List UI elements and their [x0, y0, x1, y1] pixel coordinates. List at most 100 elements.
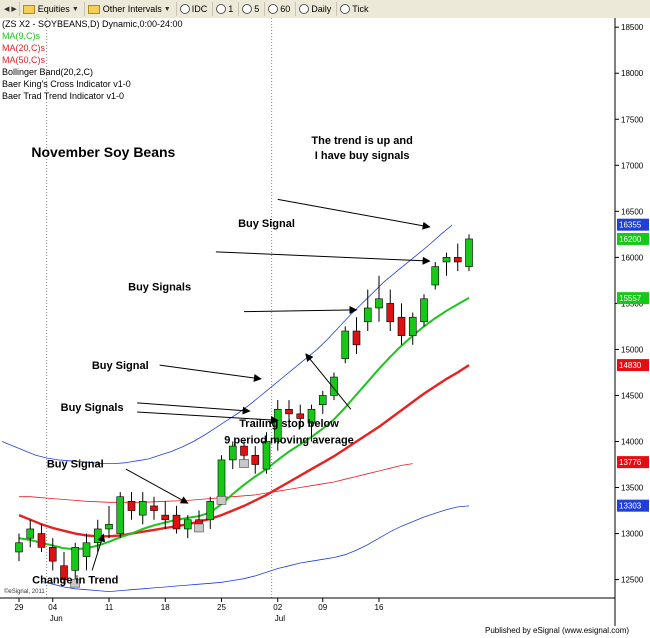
y-tick-label: 17500 [621, 115, 644, 124]
annotation-text: 9 period moving average [224, 434, 354, 446]
month-label: Jul [275, 614, 285, 623]
annotations-layer: November Soy Beans The trend is up and I h… [31, 135, 412, 586]
chevron-down-icon: ▼ [71, 5, 79, 13]
signal-marker [239, 459, 249, 468]
annotation-text: The trend is up and [311, 135, 412, 147]
legend-kings-cross: Baer King's Cross Indicator v1-0 [2, 79, 131, 89]
candle-body [105, 524, 113, 530]
signal-arrow [277, 198, 431, 230]
candle-body [420, 298, 428, 323]
annotation-text: Buy Signals [128, 282, 191, 294]
toolbar: ◀ ▶ Equities ▼ Other Intervals ▼ IDC 1 5 … [0, 0, 650, 19]
candle-body [352, 330, 361, 346]
candle-body [408, 316, 417, 336]
annotation-text: Buy Signal [92, 360, 149, 372]
candle-body [15, 542, 23, 553]
signal-arrow [91, 533, 106, 571]
annotation-text: November Soy Beans [31, 144, 175, 160]
price-tag [617, 359, 649, 372]
candle-body [183, 519, 192, 530]
candle-body [161, 514, 170, 521]
folder-icon [22, 4, 35, 14]
idc-button[interactable]: IDC [175, 2, 211, 16]
interval-daily-button[interactable]: Daily [295, 2, 334, 16]
idc-label: IDC [191, 4, 208, 14]
x-tick-label: 04 [48, 603, 57, 612]
chevron-down-icon: ▼ [163, 5, 171, 13]
annotation-text: Buy Signal [47, 458, 104, 470]
signal-marker [70, 578, 81, 588]
radio-icon [242, 4, 253, 14]
signal-arrow [215, 251, 431, 265]
bollinger-layer [1, 224, 470, 593]
y-tick-label: 14000 [621, 437, 644, 446]
candle-body [206, 501, 215, 521]
price-tag [617, 292, 649, 305]
price-tag-label: 14830 [619, 361, 642, 370]
grid-layer [46, 18, 273, 598]
other-intervals-button[interactable]: Other Intervals ▼ [83, 2, 174, 16]
x-tick-label: 18 [161, 603, 170, 612]
price-tag [617, 232, 649, 245]
footer-credit: Published by eSignal (www.esignal.com) [485, 626, 630, 635]
candle-body [285, 408, 293, 415]
price-tag-label: 15557 [619, 294, 642, 303]
price-tag [617, 456, 649, 469]
radio-icon [216, 4, 227, 14]
candle-body [453, 257, 462, 263]
y-tick-label: 18500 [621, 23, 644, 32]
price-tag-label: 16200 [619, 235, 642, 244]
radio-icon [340, 4, 351, 14]
y-tick-label: 17000 [621, 161, 644, 170]
candle-body [71, 547, 80, 571]
price-axis: 1250013000135001400014500150001550016000… [614, 18, 649, 626]
signal-marker [216, 496, 227, 505]
interval-tick-label: Tick [352, 4, 369, 14]
legend-trad-trend: Baer Trad Trend Indicator v1-0 [2, 91, 124, 101]
y-tick-label: 15000 [621, 345, 644, 354]
interval-daily-label: Daily [311, 4, 332, 14]
signal-arrow [125, 468, 189, 504]
candle-body [375, 298, 383, 309]
candle-body [150, 505, 158, 511]
interval-5-button[interactable]: 5 [238, 2, 262, 16]
signal-arrow [305, 353, 352, 410]
toolbar-scroll-icon[interactable]: ◀ ▶ [4, 6, 17, 13]
other-intervals-label: Other Intervals [102, 4, 162, 14]
annotation-text: Change in Trend [32, 574, 118, 586]
candle-body [228, 445, 237, 461]
y-tick-label: 16000 [621, 253, 644, 262]
candle-body [26, 528, 35, 539]
signal-marker [194, 523, 204, 533]
candle-body [397, 316, 406, 336]
candle-body [127, 501, 136, 511]
candle-body [442, 257, 451, 263]
candle-body [431, 266, 440, 286]
price-chart[interactable]: November Soy Beans The trend is up and I h… [0, 18, 650, 626]
legend-ma20: MA(20,C)s [2, 43, 46, 53]
price-tag-label: 13303 [619, 502, 642, 511]
annotation-text: Trailing stop below [239, 418, 339, 430]
interval-60-label: 60 [280, 4, 291, 14]
interval-1-button[interactable]: 1 [212, 2, 236, 16]
candle-body [37, 533, 46, 548]
annotation-text: Buy Signal [238, 218, 295, 230]
candle-body [330, 376, 338, 396]
candle-body [251, 455, 260, 465]
radio-icon [268, 4, 279, 14]
interval-60-button[interactable]: 60 [264, 2, 293, 16]
candle-body [93, 528, 102, 544]
candle-body [172, 514, 181, 530]
bollinger-upper-line [1, 224, 453, 465]
copyright: ©eSignal, 2011 [4, 588, 45, 595]
equities-button[interactable]: Equities ▼ [18, 2, 82, 16]
candle-body [82, 542, 91, 557]
interval-1-label: 1 [228, 4, 234, 14]
y-tick-label: 18000 [621, 69, 644, 78]
interval-5-label: 5 [254, 4, 260, 14]
price-tag [617, 499, 649, 512]
legend-bollinger: Bollinger Band(20,2,C) [2, 67, 93, 77]
annotation-text: I have buy signals [315, 150, 410, 162]
interval-tick-button[interactable]: Tick [336, 2, 371, 16]
legend-ma50: MA(50,C)s [2, 55, 46, 65]
